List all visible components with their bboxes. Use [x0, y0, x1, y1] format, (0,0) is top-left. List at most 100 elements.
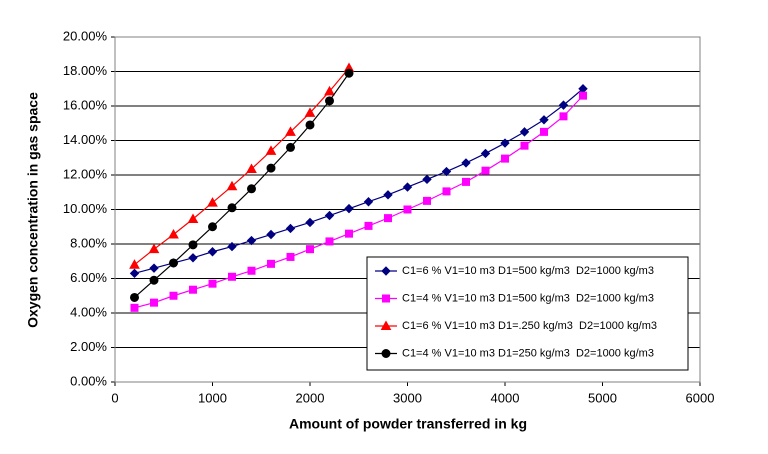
marker	[266, 163, 276, 173]
marker	[130, 292, 139, 302]
marker	[129, 259, 140, 269]
marker	[325, 237, 334, 246]
marker	[129, 268, 140, 279]
marker	[187, 213, 199, 223]
x-tick-label: 1000	[198, 390, 227, 405]
marker	[461, 158, 471, 168]
marker	[423, 196, 431, 205]
marker	[519, 127, 530, 137]
marker	[559, 112, 568, 121]
marker	[246, 235, 257, 246]
marker	[265, 145, 277, 155]
marker	[422, 174, 432, 185]
y-tick-label: 0.00%	[70, 373, 107, 388]
y-tick-label: 12.00%	[63, 166, 108, 181]
marker	[208, 222, 217, 232]
marker	[227, 203, 237, 213]
legend-marker	[380, 320, 392, 330]
legend-label: C1=6 % V1=10 m3 D1=.250 kg/m3 D2=1000 kg…	[402, 320, 657, 332]
y-tick-label: 8.00%	[70, 235, 107, 250]
marker	[442, 187, 451, 196]
marker	[480, 148, 491, 159]
plot-frame	[114, 36, 701, 383]
y-tick-label: 4.00%	[70, 304, 107, 319]
x-tick-label: 4000	[491, 390, 520, 405]
x-tick-label: 0	[111, 390, 118, 405]
marker	[363, 197, 374, 207]
y-axis-title: Oxygen concentration in gas space	[25, 92, 41, 328]
marker	[344, 203, 354, 214]
marker	[169, 291, 178, 300]
marker	[364, 221, 373, 230]
marker	[226, 180, 238, 191]
y-tick-label: 2.00%	[70, 339, 107, 354]
marker	[305, 217, 315, 228]
marker	[481, 166, 490, 175]
marker	[344, 68, 354, 78]
marker	[384, 214, 392, 223]
x-tick-label: 5000	[588, 390, 617, 405]
marker	[188, 253, 198, 263]
marker	[228, 272, 236, 281]
legend-label: C1=6 % V1=10 m3 D1=500 kg/m3 D2=1000 kg/…	[402, 265, 654, 277]
marker	[306, 245, 314, 254]
marker	[500, 138, 510, 148]
marker	[247, 184, 256, 194]
marker	[188, 240, 198, 250]
marker	[304, 107, 316, 117]
marker	[345, 229, 353, 238]
marker	[207, 247, 218, 257]
marker	[539, 115, 549, 125]
marker	[324, 210, 335, 221]
x-tick-label: 2000	[296, 390, 325, 405]
legend-box	[366, 256, 689, 371]
marker	[305, 120, 315, 130]
legend-label: C1=4 % V1=10 m3 D1=500 kg/m3 D2=1000 kg/…	[402, 292, 654, 304]
y-tick-label: 14.00%	[63, 132, 108, 147]
x-tick-label: 6000	[686, 390, 715, 405]
marker	[150, 298, 158, 307]
marker	[441, 166, 452, 177]
marker	[168, 228, 179, 239]
y-tick-label: 6.00%	[70, 270, 107, 285]
marker	[579, 91, 587, 100]
marker	[149, 263, 159, 273]
series-line	[134, 72, 350, 298]
marker	[285, 223, 296, 234]
y-tick-label: 10.00%	[63, 201, 108, 216]
marker	[149, 275, 159, 285]
marker	[227, 241, 237, 252]
marker	[324, 85, 335, 96]
marker	[383, 190, 393, 200]
marker	[501, 154, 509, 163]
legend-marker	[382, 294, 390, 303]
marker	[208, 279, 217, 288]
marker	[246, 163, 257, 173]
y-tick-label: 20.00%	[63, 28, 108, 43]
series-line	[134, 88, 584, 274]
marker	[207, 197, 218, 207]
marker	[540, 127, 548, 136]
marker	[247, 266, 256, 275]
marker	[462, 177, 470, 186]
marker	[267, 259, 275, 268]
marker	[520, 141, 529, 150]
marker	[286, 252, 295, 261]
series-line	[134, 67, 350, 266]
y-tick-label: 18.00%	[63, 63, 108, 78]
legend-label: C1=4 % V1=10 m3 D1=250 kg/m3 D2=1000 kg/…	[402, 347, 654, 359]
y-tick-label: 16.00%	[63, 97, 108, 112]
marker	[169, 258, 178, 268]
marker	[189, 285, 197, 294]
marker	[148, 243, 160, 254]
marker	[558, 100, 569, 110]
legend-marker	[381, 349, 391, 358]
marker	[266, 229, 276, 240]
x-axis-title: Amount of powder transferred in kg	[289, 416, 527, 432]
marker	[325, 96, 334, 106]
marker	[130, 303, 139, 312]
x-tick-label: 3000	[393, 390, 422, 405]
legend: C1=6 % V1=10 m3 D1=500 kg/m3 D2=1000 kg/…	[366, 256, 689, 371]
legend-marker	[381, 266, 391, 276]
